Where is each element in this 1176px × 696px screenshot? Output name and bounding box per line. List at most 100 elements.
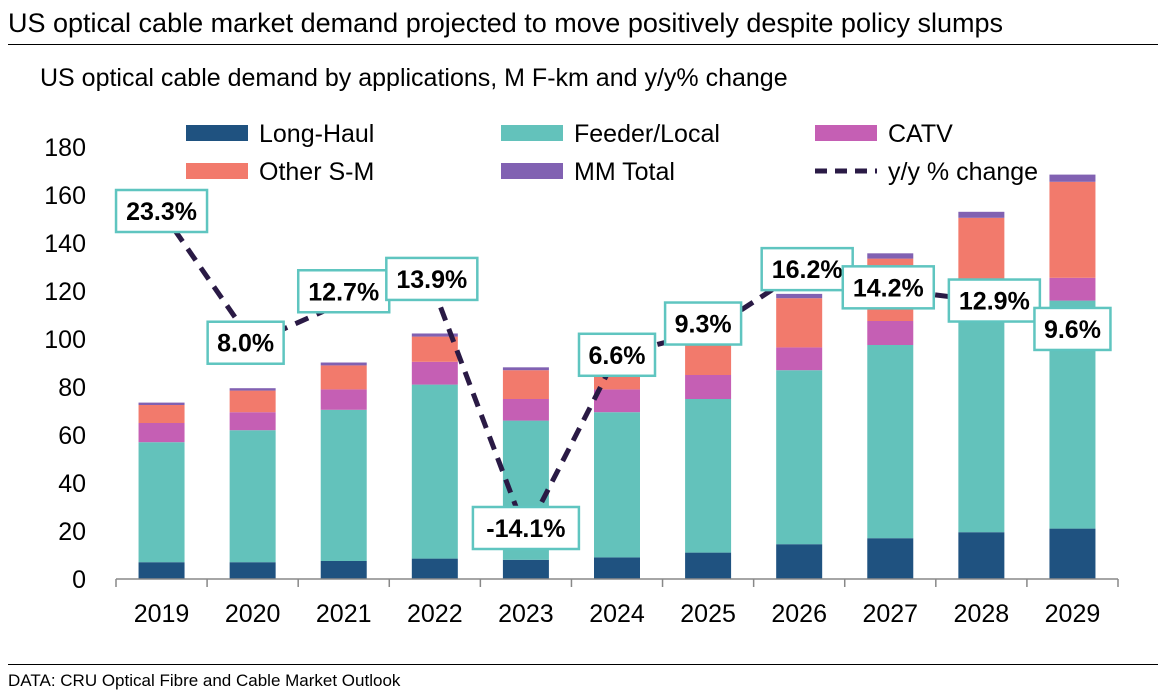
- yoy-label-box: [947, 278, 1042, 323]
- y-tick-label: 0: [72, 566, 86, 594]
- y-tick-label: 120: [44, 278, 86, 306]
- x-tick-label: 2022: [407, 600, 463, 628]
- legend-swatch: [186, 125, 248, 141]
- yoy-label-box: [841, 265, 936, 310]
- y-tick-label: 60: [58, 422, 86, 450]
- bar-long-haul: [776, 544, 823, 579]
- legend-label: y/y % change: [888, 158, 1038, 186]
- yoy-label-box: [206, 320, 285, 365]
- bar-catv: [411, 361, 458, 385]
- bar-mm-total: [1049, 174, 1096, 182]
- x-tick-label: 2027: [862, 600, 918, 628]
- bar-other-s-m: [229, 390, 276, 413]
- x-tick-label: 2028: [954, 600, 1010, 628]
- bar-other-s-m: [320, 365, 367, 390]
- yoy-label-box: [1033, 306, 1112, 352]
- bar-catv: [1049, 277, 1096, 301]
- y-tick-label: 180: [44, 134, 86, 162]
- yoy-label-box: [296, 269, 391, 314]
- bar-catv: [776, 347, 823, 371]
- yoy-data-label: 12.7%: [308, 278, 379, 306]
- x-tick-label: 2023: [498, 600, 554, 628]
- legend-swatch: [815, 125, 877, 141]
- bar-long-haul: [229, 562, 276, 579]
- x-tick-label: 2029: [1045, 600, 1101, 628]
- bar-catv: [867, 321, 914, 345]
- x-tick-label: 2025: [680, 600, 736, 628]
- bar-long-haul: [502, 559, 549, 579]
- bar-catv: [320, 389, 367, 410]
- source-note: DATA: CRU Optical Fibre and Cable Market…: [8, 671, 401, 690]
- bar-other-s-m: [411, 336, 458, 362]
- bar-feeder-local: [229, 430, 276, 563]
- yoy-data-label: 14.2%: [853, 274, 924, 302]
- bar-catv: [229, 412, 276, 431]
- x-tick-label: 2026: [771, 600, 827, 628]
- yoy-data-label: 9.6%: [1044, 316, 1101, 344]
- footer-divider: [8, 664, 1158, 665]
- yoy-label-box: [760, 246, 854, 292]
- yoy-label-box: [114, 188, 209, 234]
- legend-label: Feeder/Local: [574, 120, 720, 148]
- title-divider: [8, 44, 1158, 45]
- bar-long-haul: [1049, 528, 1096, 579]
- legend-swatch: [186, 163, 248, 179]
- x-tick-label: 2020: [225, 600, 281, 628]
- bar-feeder-local: [958, 318, 1005, 533]
- bar-mm-total: [229, 388, 276, 391]
- bar-mm-total: [138, 402, 185, 405]
- bar-catv: [685, 375, 732, 399]
- legend-label: Other S-M: [259, 158, 374, 186]
- y-tick-label: 160: [44, 182, 86, 210]
- yoy-label-box: [385, 256, 479, 302]
- bar-other-s-m: [138, 405, 185, 423]
- legend-swatch: [501, 125, 563, 141]
- bar-feeder-local: [594, 412, 640, 558]
- bar-long-haul: [411, 558, 458, 579]
- bar-long-haul: [685, 552, 732, 579]
- y-tick-label: 140: [44, 230, 86, 258]
- y-tick-label: 100: [44, 326, 86, 354]
- yoy-data-label: 9.3%: [675, 311, 732, 339]
- legend-swatch: [501, 163, 563, 179]
- bar-long-haul: [867, 538, 914, 579]
- bar-mm-total: [867, 253, 914, 259]
- y-tick-label: 40: [58, 470, 86, 498]
- bar-mm-total: [958, 211, 1005, 218]
- yoy-data-label: 16.2%: [772, 256, 843, 284]
- bar-long-haul: [958, 532, 1005, 579]
- bar-mm-total: [411, 333, 458, 337]
- yoy-data-label: 8.0%: [217, 330, 274, 358]
- y-tick-label: 80: [58, 374, 86, 402]
- yoy-data-label: 23.3%: [126, 198, 197, 226]
- yoy-label-box: [663, 301, 743, 346]
- bar-feeder-local: [320, 409, 367, 561]
- x-tick-label: 2021: [316, 600, 372, 628]
- bar-other-s-m: [685, 341, 732, 375]
- bar-catv: [138, 423, 185, 443]
- bar-feeder-local: [411, 384, 458, 559]
- x-tick-label: 2024: [589, 600, 645, 628]
- yoy-data-label: 13.9%: [396, 266, 467, 294]
- chart-title: US optical cable demand by applications,…: [40, 64, 788, 92]
- legend-label: CATV: [888, 120, 953, 148]
- yoy-label-box: [577, 332, 657, 378]
- bar-mm-total: [320, 362, 367, 366]
- page-title: US optical cable market demand projected…: [8, 8, 1003, 38]
- x-tick-label: 2019: [134, 600, 190, 628]
- y-tick-label: 20: [58, 518, 86, 546]
- yoy-data-label: 6.6%: [589, 342, 646, 370]
- bar-other-s-m: [1049, 181, 1096, 278]
- bar-mm-total: [776, 293, 823, 299]
- legend-label: Long-Haul: [259, 120, 374, 148]
- yoy-data-label: -14.1%: [486, 515, 565, 543]
- yoy-label-box: [471, 505, 581, 551]
- bar-long-haul: [594, 557, 640, 579]
- bar-feeder-local: [867, 345, 914, 539]
- bar-feeder-local: [138, 442, 185, 563]
- bar-other-s-m: [776, 298, 823, 348]
- yoy-data-label: 12.9%: [959, 288, 1030, 316]
- bar-long-haul: [138, 562, 185, 579]
- bar-feeder-local: [776, 370, 823, 545]
